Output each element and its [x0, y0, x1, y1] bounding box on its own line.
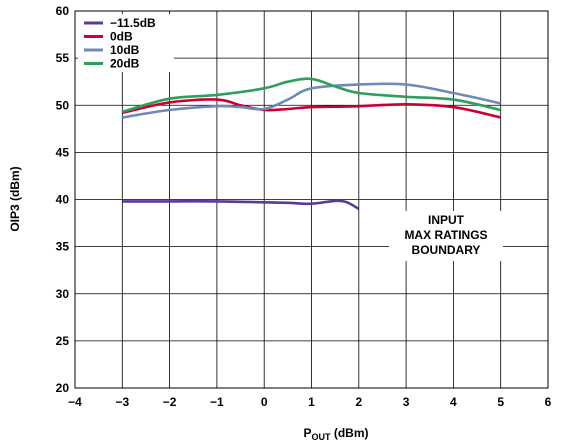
legend-label: 0dB	[110, 30, 133, 44]
x-tick-label: 4	[450, 395, 457, 409]
x-tick-label: −3	[115, 395, 129, 409]
y-tick-label: 40	[56, 193, 70, 207]
x-axis-title-unit: (dBm)	[331, 426, 369, 440]
y-tick-label: 35	[56, 240, 70, 254]
x-tick-label: −1	[210, 395, 224, 409]
x-axis-title-main: P	[303, 426, 311, 440]
grid	[75, 11, 548, 388]
legend-label: 10dB	[110, 43, 140, 57]
legend-label: −11.5dB	[110, 16, 156, 30]
legend-label: 20dB	[110, 57, 140, 71]
y-tick-label: 50	[56, 98, 70, 112]
y-tick-label: 45	[56, 145, 70, 159]
x-axis-title-subscript: OUT	[312, 432, 332, 442]
x-tick-label: −4	[68, 395, 82, 409]
x-tick-labels: −4 −3 −2 −1 0 1 2 3 4 5 6	[68, 395, 552, 409]
series-line-2	[122, 98, 501, 119]
plot-frame	[74, 10, 549, 389]
x-tick-label: 3	[403, 395, 410, 409]
y-tick-label: 25	[56, 334, 70, 348]
series-line-4	[121, 77, 501, 114]
annotation-background	[389, 211, 503, 261]
y-tick-label: 55	[56, 51, 70, 65]
y-tick-label: 60	[56, 4, 70, 18]
x-tick-label: −2	[163, 395, 177, 409]
x-tick-label: 5	[497, 395, 504, 409]
x-tick-label: 0	[261, 395, 268, 409]
annotation-line: MAX RATINGS	[404, 228, 487, 242]
y-tick-label: 20	[56, 381, 70, 395]
annotation-line: BOUNDARY	[412, 243, 481, 257]
y-axis-title: OIP3 (dBm)	[8, 166, 22, 231]
x-tick-label: 6	[545, 395, 552, 409]
y-tick-labels: 20 25 30 35 40 45 50 55 60	[56, 4, 70, 395]
y-tick-label: 30	[56, 287, 70, 301]
series-layer	[121, 77, 501, 211]
x-tick-label: 2	[355, 395, 362, 409]
series-line-1	[122, 199, 360, 211]
x-tick-label: 1	[308, 395, 315, 409]
series-line-3	[122, 82, 501, 119]
annotation-line: INPUT	[428, 213, 465, 227]
x-axis-title: POUT (dBm)	[303, 426, 368, 442]
